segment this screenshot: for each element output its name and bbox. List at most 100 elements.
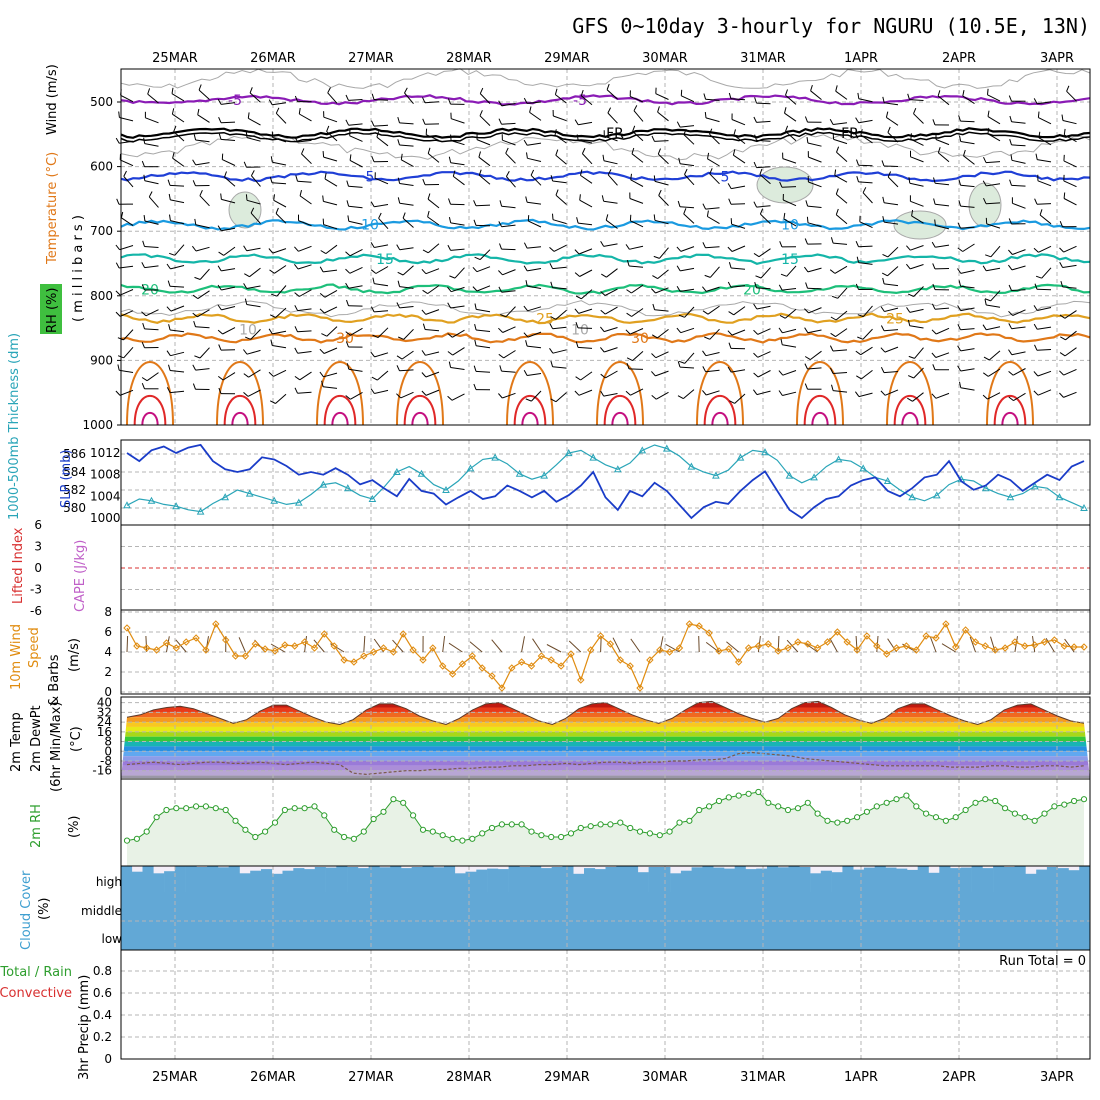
wind-speed-marker [734, 658, 743, 666]
wind-barb-flag [421, 390, 427, 396]
wind-speed-marker [488, 672, 496, 680]
wind-speed-marker [468, 652, 477, 660]
rh2m-marker [676, 819, 683, 826]
wind-barb-flag [963, 149, 966, 156]
wind-barb-flag [498, 327, 504, 333]
wind-barb [223, 246, 236, 256]
wind-barb [684, 306, 695, 318]
cloud-cover-unit-label: (%) [37, 898, 52, 921]
thickness-marker [172, 502, 180, 510]
wind-barb-flag [709, 128, 713, 135]
wind-barb-flag [217, 304, 222, 311]
wind-barb [527, 268, 542, 272]
temp-band [121, 722, 1090, 727]
wind-barb-flag [575, 376, 581, 381]
temp-band [121, 770, 1090, 776]
date-label-bottom: 26MAR [250, 1070, 296, 1085]
temp-band [121, 707, 1090, 713]
wind-barb-flag [346, 299, 349, 306]
wind-barb-flag [882, 196, 885, 203]
wind-barb [706, 286, 720, 292]
wind-barb-flag [959, 135, 962, 142]
cloud-high-bar [584, 868, 596, 892]
wind-speed-marker [310, 644, 319, 652]
wind-barb [679, 366, 695, 369]
wind-barb-flag [887, 126, 891, 133]
wind-barb-flag [1059, 247, 1065, 253]
wind-barb-flag [397, 280, 401, 287]
wind-barb [604, 288, 618, 296]
wind-barb-flag [753, 201, 758, 208]
wind-barb [630, 638, 641, 653]
wind-barb [935, 244, 950, 248]
wind-barb-flag [933, 198, 936, 205]
wind-speed-marker [1001, 644, 1009, 652]
wind-barb [657, 269, 669, 279]
wind-barb-flag [474, 323, 477, 331]
wind-barb [199, 195, 210, 207]
speed-axis-label: Speed [27, 627, 42, 668]
wind-barb-flag [478, 169, 482, 176]
cloud-high-bar [196, 867, 208, 892]
wind-barb-flag [396, 355, 403, 360]
wind-barbs [115, 83, 1077, 404]
wind-barb-flag [478, 151, 481, 158]
wind-barb [858, 392, 873, 398]
wind-barb [629, 245, 644, 250]
rh2m-marker [1080, 796, 1088, 803]
wind-barb [452, 329, 465, 338]
wind-barb [909, 308, 924, 313]
wind-barb-flag [600, 291, 606, 296]
wind-speed-marker [369, 648, 378, 656]
wind-barb [246, 137, 261, 142]
cloud-high-bar [174, 866, 186, 892]
wind-barb-flag [881, 272, 888, 277]
wind-barb-flag [473, 200, 477, 206]
wind-barb-flag [753, 352, 759, 358]
wind-barb-flag [243, 349, 248, 355]
rh2m-marker [390, 796, 397, 803]
wind-barb-flag [422, 323, 426, 330]
wind-barb-flag [448, 216, 452, 224]
wind-barb [399, 247, 414, 251]
wind-barb-flag [421, 350, 426, 356]
wind-barb-flag [447, 333, 453, 338]
wind-barb [603, 160, 618, 165]
wind-barb-flag [982, 180, 987, 187]
wind-barb [1039, 214, 1052, 225]
wind-barb [756, 305, 771, 310]
rh2m-marker [449, 835, 456, 842]
cloud-high-bar [982, 868, 994, 892]
cloud-high-bar [820, 870, 832, 892]
cloud-high-bar [853, 869, 865, 892]
wind-barb [657, 329, 669, 339]
wind-barb [505, 152, 516, 164]
wind-speed-marker [271, 647, 279, 655]
wind-speed-marker [971, 638, 980, 646]
wind-barb-flag [754, 282, 757, 289]
wind-barb-flag [804, 238, 808, 245]
wind-barb-flag [1008, 218, 1012, 225]
panel-frame [120, 439, 1091, 526]
wind-barb-flag [268, 248, 274, 254]
cloud-high-bar [616, 866, 628, 892]
cloud-high-bar [217, 867, 229, 892]
wind-barb-flag [169, 214, 171, 221]
wind-barb [883, 165, 899, 167]
wind-barb-flag [706, 210, 709, 217]
wind-barb [603, 200, 618, 204]
thickness-marker [294, 498, 303, 506]
lifted-index-tick-label: -6 [30, 604, 42, 618]
wind-barb-flag [602, 154, 605, 161]
wind-speed-marker [774, 647, 782, 655]
wind-barb [503, 350, 516, 359]
wind-barb-flag [498, 286, 503, 293]
wind-barb-flag [554, 129, 557, 136]
wind-barb-flag [345, 251, 351, 257]
wind-barb [555, 309, 567, 320]
wind-barb-flag [550, 360, 554, 367]
lifted-index-axis-label: Lifted Index [11, 527, 26, 604]
wind-barb-flag [630, 173, 632, 180]
wind-speed-marker [389, 648, 398, 656]
wind-barb-flag [498, 270, 503, 276]
